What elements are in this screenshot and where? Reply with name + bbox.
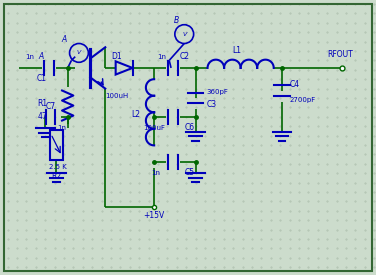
Text: 100uH: 100uH bbox=[105, 93, 128, 99]
Text: C1: C1 bbox=[36, 74, 46, 83]
Text: A: A bbox=[61, 35, 67, 44]
Text: C5: C5 bbox=[184, 168, 194, 177]
Text: L1: L1 bbox=[232, 46, 241, 55]
Text: +15V: +15V bbox=[144, 211, 165, 220]
Text: V: V bbox=[77, 50, 81, 55]
Text: 1n: 1n bbox=[157, 54, 166, 60]
Text: 360pF: 360pF bbox=[207, 89, 229, 95]
Bar bbox=[50, 130, 63, 160]
Text: R2: R2 bbox=[51, 172, 61, 181]
Text: 1n: 1n bbox=[152, 170, 161, 176]
Text: RFOUT: RFOUT bbox=[327, 50, 353, 59]
Text: 2.5 K: 2.5 K bbox=[49, 164, 67, 170]
Text: C4: C4 bbox=[290, 80, 300, 89]
Text: C6: C6 bbox=[184, 123, 194, 132]
Text: C2: C2 bbox=[179, 51, 189, 60]
Text: 47: 47 bbox=[38, 112, 47, 121]
Text: V: V bbox=[182, 32, 186, 37]
Text: 100uF: 100uF bbox=[143, 125, 165, 131]
Text: D1: D1 bbox=[111, 51, 122, 60]
Text: L2: L2 bbox=[131, 110, 140, 119]
Text: R1: R1 bbox=[38, 98, 48, 108]
Text: C3: C3 bbox=[207, 100, 217, 109]
Text: 1n: 1n bbox=[58, 125, 67, 131]
Text: A: A bbox=[39, 51, 44, 60]
Text: B: B bbox=[174, 16, 179, 25]
Text: 1n: 1n bbox=[26, 54, 35, 60]
Text: 2700pF: 2700pF bbox=[290, 97, 316, 103]
Text: C7: C7 bbox=[46, 102, 56, 111]
